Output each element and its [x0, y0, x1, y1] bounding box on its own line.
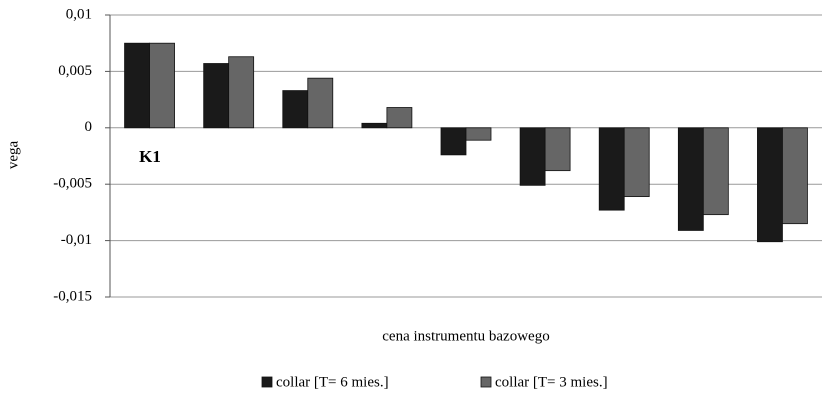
y-tick-label: 0,005 — [58, 63, 92, 79]
bar — [544, 127, 571, 172]
bar — [519, 127, 546, 186]
bar — [598, 127, 625, 211]
bar — [361, 122, 388, 129]
bar — [782, 127, 808, 225]
bar — [440, 127, 467, 156]
bar — [623, 127, 650, 198]
bar — [228, 56, 255, 129]
legend-label: collar [T= 6 mies.] — [276, 374, 389, 390]
bar — [677, 127, 704, 231]
bar — [149, 42, 175, 129]
bar — [307, 77, 334, 129]
bar — [203, 63, 230, 129]
bar — [282, 90, 309, 129]
y-tick-label: -0,01 — [61, 232, 92, 248]
annotation: K1 — [139, 147, 161, 166]
y-axis-label: vega — [5, 141, 21, 170]
legend-swatch — [261, 376, 273, 388]
bar — [124, 42, 150, 129]
y-tick-label: -0,005 — [53, 176, 92, 192]
legend-label: collar [T= 3 mies.] — [495, 374, 608, 390]
bar — [702, 127, 729, 216]
legend-swatch — [480, 376, 492, 388]
x-axis-label: cena instrumentu bazowego — [382, 328, 549, 344]
bar — [757, 127, 783, 243]
y-tick-label: 0,01 — [66, 6, 92, 22]
y-tick-label: 0 — [85, 119, 93, 135]
bar — [386, 107, 413, 129]
bar — [465, 127, 492, 141]
y-tick-label: -0,015 — [53, 288, 92, 304]
